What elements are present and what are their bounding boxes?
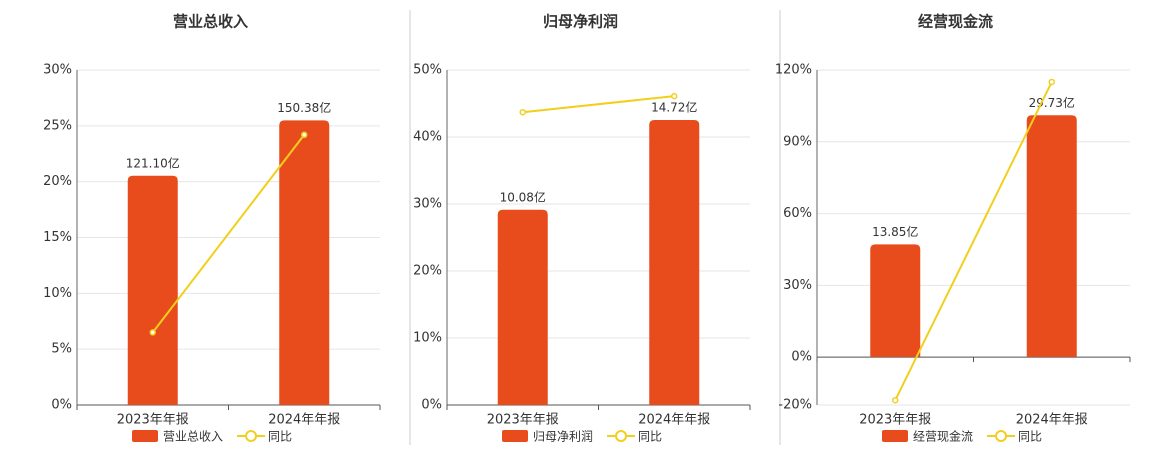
x-tick-label: 2023年年报 [859,413,931,428]
y-tick-label: 25% [43,118,72,133]
legend-label: 归母净利润 [533,430,593,444]
y-tick-label: -20% [778,398,812,413]
line-marker [519,108,526,116]
legend-label: 经营现金流 [913,429,973,444]
line-marker [892,396,899,404]
y-tick-label: 20% [43,174,72,189]
legend-swatch [615,430,628,442]
legend-label: 同比 [268,430,292,444]
value-label: 10.08亿 [500,189,546,204]
legend-swatch [502,430,528,442]
y-tick-label: 40% [413,130,442,145]
y-tick-label: 0% [51,398,72,413]
value-label: 121.10亿 [126,155,180,170]
legend-swatch [995,430,1008,442]
legend-swatch [882,430,908,442]
bar [870,244,921,358]
legend-swatch [245,430,258,442]
x-tick-label: 2024年年报 [638,413,710,428]
y-tick-label: 0% [421,398,442,413]
value-label: 29.73亿 [1029,95,1075,110]
y-tick-label: 0% [791,350,812,365]
y-tick-label: 30% [413,197,442,212]
bar [279,120,330,406]
x-tick-label: 2023年年报 [487,413,559,428]
bar [497,209,548,405]
y-tick-label: 50% [413,63,442,78]
y-tick-label: 5% [51,342,72,357]
x-tick-label: 2023年年报 [117,413,189,428]
y-tick-label: 10% [413,331,442,346]
bar [1026,115,1077,358]
value-label: 13.85亿 [872,224,918,239]
legend-label: 同比 [1018,430,1042,444]
line [894,81,1053,401]
y-tick-label: 30% [43,63,72,78]
line-marker [149,329,156,336]
y-tick-label: 60% [783,206,812,221]
y-tick-label: 90% [783,134,812,149]
y-tick-label: 20% [413,264,442,279]
y-tick-label: 10% [43,286,72,301]
x-tick-label: 2024年年报 [268,413,340,428]
value-label: 150.38亿 [277,100,331,115]
line [522,95,675,114]
chart-title: 经营现金流 [918,13,993,31]
bar [649,119,700,406]
line-marker [671,92,678,100]
y-tick-label: 15% [43,230,72,245]
legend-label: 营业总收入 [163,430,223,444]
chart-title: 营业总收入 [173,13,248,31]
legend-swatch [132,430,158,442]
legend-label: 同比 [638,430,662,444]
x-tick-label: 2024年年报 [1016,413,1088,428]
y-tick-label: 30% [783,278,812,293]
line-marker [301,131,308,139]
line-marker [1048,78,1055,86]
bar [127,175,178,405]
y-tick-label: 120% [775,63,812,78]
line [151,134,306,334]
chart-title: 归母净利润 [543,13,618,31]
value-label: 14.72亿 [651,99,697,114]
